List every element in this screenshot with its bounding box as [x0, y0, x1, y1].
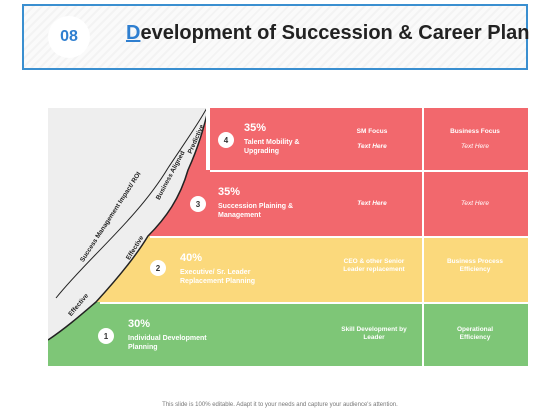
band-fill-level-3: [148, 170, 206, 236]
level-4-percent: 35%: [244, 122, 267, 134]
level-3-percent: 35%: [218, 186, 241, 198]
level-1-number: 1: [98, 328, 114, 344]
level-1-col2: Skill Development by Leader: [341, 326, 407, 341]
impact-curve: [48, 115, 206, 341]
band-fill-level-1: [48, 302, 206, 366]
page-title: Development of Succession & Career Plan: [126, 22, 529, 45]
level-2-label: Executive/ Sr. Leader Replacement Planni…: [180, 269, 256, 285]
level-3-number: 3: [190, 196, 206, 212]
title-first-letter: D: [126, 22, 141, 44]
level-1-col3: Operational Efficiency: [456, 326, 494, 341]
impact-curve-area: [48, 108, 206, 366]
level-4-col2-title: SM Focus: [356, 128, 388, 135]
level-3-col3: Text Here: [461, 200, 489, 207]
footer-note: This slide is 100% editable. Adapt it to…: [162, 402, 398, 408]
level-2-percent: 40%: [180, 252, 203, 264]
slide-number: 08: [48, 16, 90, 58]
level-4-number: 4: [218, 132, 234, 148]
level-4-col3-title: Business Focus: [450, 128, 500, 135]
level-4-col3: Text Here: [461, 143, 489, 150]
band-level-4: [210, 108, 528, 170]
level-4-col2: Text Here: [357, 143, 387, 150]
row-divider-2: [150, 236, 528, 238]
band-level-3: [150, 170, 528, 236]
level-3-label: Succession Plaining & Management: [218, 203, 294, 219]
level-4-label: Talent Mobility & Upgrading: [244, 139, 300, 155]
row-divider-1: [210, 170, 528, 172]
level-1-percent: 30%: [128, 318, 151, 330]
row-divider-3: [100, 302, 528, 304]
band-fill-level-4: [188, 121, 206, 170]
level-2-col2: CEO & other Senior Leader replacement: [343, 258, 405, 273]
level-1-label: Individual Development Planning: [128, 335, 207, 351]
level-2-number: 2: [150, 260, 166, 276]
title-banner: 08 Development of Succession & Career Pl…: [22, 4, 529, 70]
outer-curve: [55, 108, 206, 299]
level-3-col2: Text Here: [357, 200, 387, 207]
grey-area: [48, 108, 206, 340]
title-rest: evelopment of Succession & Career Plan: [140, 22, 530, 44]
level-2-col3: Business Process Efficiency: [446, 258, 503, 273]
